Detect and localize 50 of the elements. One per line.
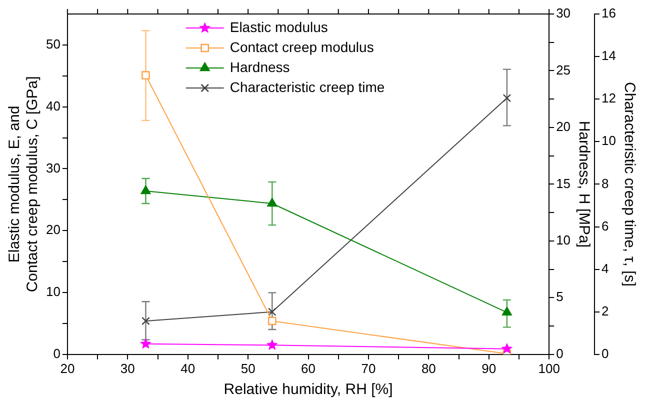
x-tick-label: 60	[301, 360, 316, 376]
y3-tick-label: 16	[602, 6, 616, 21]
legend-label: Hardness	[230, 58, 290, 75]
y3-tick-label: 10	[602, 133, 616, 148]
y2-tick-label: 15	[556, 176, 571, 191]
x-axis-title: Relative humidity, RH [%]	[224, 381, 393, 398]
x-tick-label: 80	[421, 360, 436, 376]
y3-tick-label: 12	[602, 90, 616, 106]
x-tick-label: 100	[538, 360, 560, 376]
point	[142, 316, 150, 326]
y2-tick-label: 25	[556, 62, 571, 78]
y2-tick-label: 10	[556, 232, 571, 248]
x-tick-label: 20	[60, 360, 75, 376]
x-tick-label: 70	[361, 360, 376, 376]
y-tick-label: 30	[46, 160, 60, 176]
point	[266, 339, 278, 350]
legend-label: Contact creep modulus	[230, 38, 374, 55]
y3-tick-label: 14	[602, 48, 616, 64]
point	[502, 94, 512, 102]
y2-tick-label: 30	[556, 6, 571, 21]
point	[140, 185, 151, 194]
point	[501, 342, 513, 354]
y-tick-label: 50	[46, 36, 60, 52]
point	[502, 306, 512, 316]
y3-tick-label: 8	[602, 176, 609, 191]
point	[268, 308, 276, 316]
y-axis-title: Elastic modulus, E, and Contact creep modulus, C [GPa]	[6, 76, 42, 292]
legend-label: Elastic modulus	[230, 18, 328, 35]
y-tick-label: 20	[46, 222, 60, 238]
point	[268, 316, 276, 326]
x-tick-label: 90	[482, 360, 496, 376]
y-tick-label: 10	[46, 284, 60, 300]
y2-tick-label: 0	[556, 346, 564, 361]
y2-axis-title: Hardness, H [MPa]	[575, 120, 592, 248]
x-tick-label: 40	[180, 360, 196, 376]
y3-tick-label: 0	[602, 346, 609, 361]
y2-tick-label: 5	[556, 289, 564, 304]
y3-tick-label: 2	[602, 303, 609, 318]
y3-tick-label: 4	[602, 260, 609, 276]
point	[142, 71, 150, 80]
y-tick-label: 0	[53, 346, 60, 361]
point	[267, 198, 278, 207]
y3-tick-label: 6	[602, 218, 609, 234]
legend-label: Characteristic creep time	[230, 78, 385, 95]
y3-axis-title: Characteristic creep time, τ, [s]	[620, 82, 638, 286]
y2-tick-label: 20	[556, 119, 571, 134]
x-tick-label: 50	[240, 360, 256, 376]
point	[140, 338, 152, 349]
y-tick-label: 40	[46, 98, 60, 114]
x-tick-label: 30	[120, 360, 135, 376]
